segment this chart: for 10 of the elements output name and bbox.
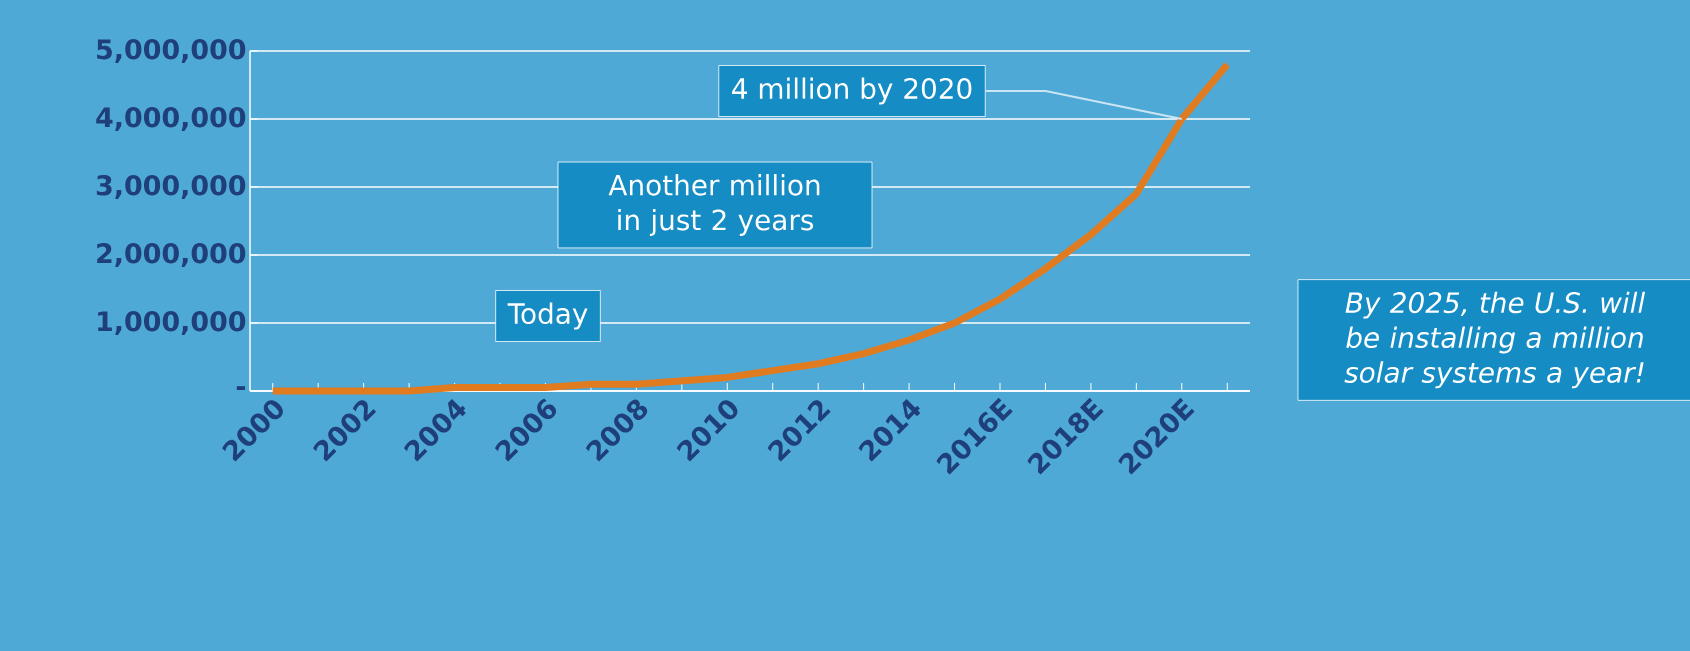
text: By 2025, the U.S. will be installing a million solar systems a year! [1344,291,1646,389]
y-tick-label: 5,000,000 [97,39,246,63]
annotation: 4 million by 2020 [732,77,972,105]
y-tick-label: 2,000,000 [97,243,246,267]
annotation: Today [507,302,588,330]
annotation: Another million in just 2 years [608,174,820,236]
y-tick-label: 1,000,000 [98,311,246,335]
y-tick-label: - [236,386,246,390]
y-tick-label: 3,000,000 [96,175,246,199]
y-tick-label: 4,000,000 [96,107,246,131]
